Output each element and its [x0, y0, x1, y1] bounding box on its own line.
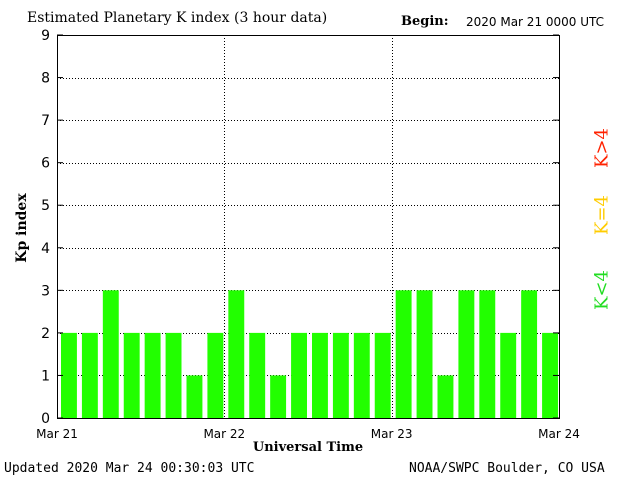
y-tick-label: 1 [41, 368, 50, 384]
kp-bar [312, 332, 328, 418]
y-tick-label: 7 [41, 113, 50, 129]
plot-frame [57, 35, 560, 419]
kp-bar [521, 290, 538, 418]
kp-bar [207, 332, 224, 418]
kp-bar [270, 375, 287, 418]
kp-bar [291, 332, 307, 418]
kp-bar [61, 332, 77, 418]
chart-title: Estimated Planetary K index (3 hour data… [27, 10, 328, 26]
x-tick-label: Mar 21 [36, 427, 78, 441]
y-tick-label: 4 [41, 241, 50, 257]
y-tick-label: 8 [41, 71, 50, 87]
kp-bar [479, 290, 496, 418]
kp-bar [81, 332, 98, 418]
kp-bar [500, 332, 517, 418]
kp-bar [228, 290, 245, 418]
kp-bar [395, 290, 412, 418]
credit-text: NOAA/SWPC Boulder, CO USA [409, 461, 605, 476]
kp-bar [353, 332, 370, 418]
kp-bar [458, 290, 475, 418]
y-tick-label: 2 [41, 326, 50, 342]
begin-value: 2020 Mar 21 0000 UTC [466, 15, 605, 29]
begin-label: Begin: [401, 14, 449, 29]
y-axis-label: Kp index [14, 193, 30, 263]
kp-bar [102, 290, 119, 418]
x-tick-label: Mar 24 [538, 427, 580, 441]
kp-bar [144, 332, 161, 418]
y-tick-label: 5 [41, 198, 50, 214]
kp-bar [374, 332, 391, 418]
y-tick-label: 9 [41, 28, 50, 44]
kp-bar [437, 375, 454, 418]
x-axis-label: Universal Time [252, 440, 364, 455]
legend-k-equal-4: K=4 [591, 195, 613, 235]
x-tick-label: Mar 22 [203, 427, 245, 441]
legend-k-above-4: K>4 [591, 128, 613, 168]
kp-bar [542, 332, 558, 418]
kp-bar [332, 332, 349, 418]
kp-bar [123, 332, 140, 418]
kp-bar [249, 332, 266, 418]
y-tick-label: 3 [41, 283, 50, 299]
kp-bar [186, 375, 203, 418]
legend-k-below-4: K<4 [591, 270, 613, 310]
updated-timestamp: Updated 2020 Mar 24 00:30:03 UTC [4, 461, 255, 476]
kp-bar [416, 290, 433, 418]
x-tick-label: Mar 23 [371, 427, 413, 441]
kp-bar [165, 332, 182, 418]
y-tick-label: 0 [41, 411, 50, 427]
y-tick-label: 6 [41, 156, 50, 172]
